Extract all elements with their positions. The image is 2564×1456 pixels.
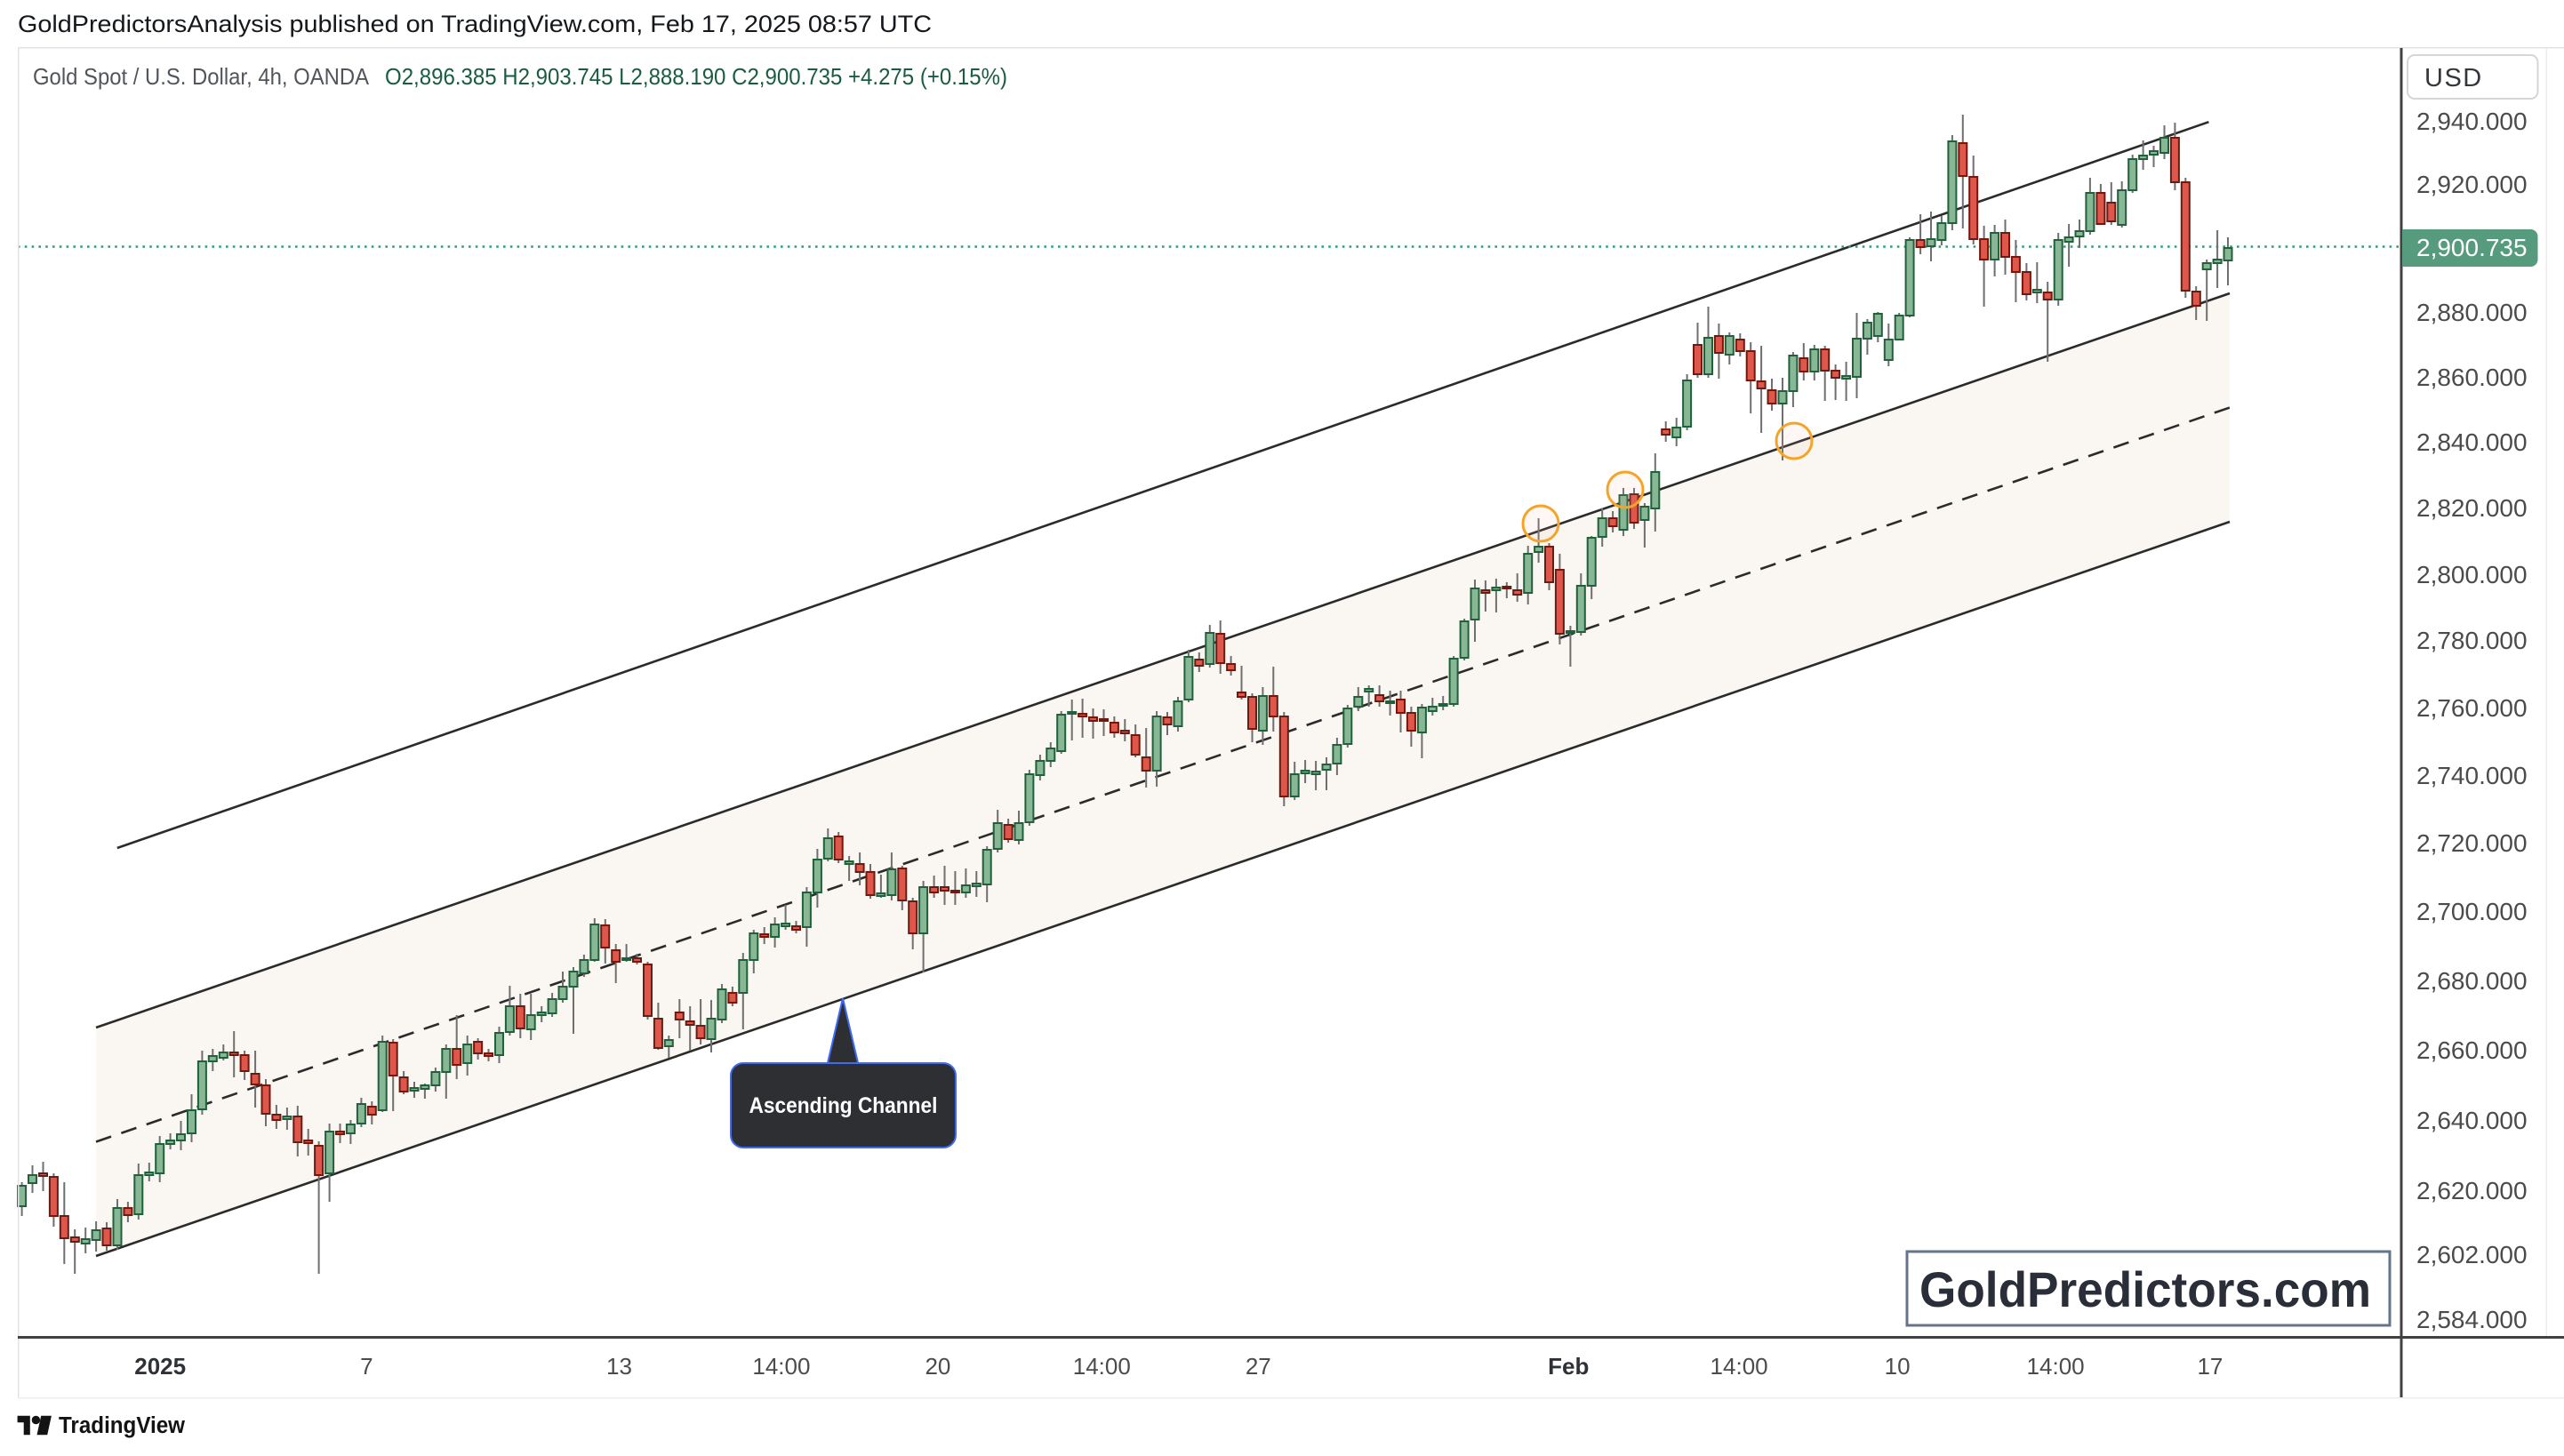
svg-text:14:00: 14:00 xyxy=(752,1353,810,1380)
svg-text:13: 13 xyxy=(606,1353,632,1380)
svg-text:Gold Spot / U.S. Dollar, 4h, O: Gold Spot / U.S. Dollar, 4h, OANDA xyxy=(33,63,370,90)
svg-text:GoldPredictors.com: GoldPredictors.com xyxy=(1919,1261,2371,1317)
svg-text:2,880.000: 2,880.000 xyxy=(2416,299,2528,326)
svg-text:2,940.000: 2,940.000 xyxy=(2416,108,2528,135)
svg-text:7: 7 xyxy=(360,1353,373,1380)
svg-text:14:00: 14:00 xyxy=(1711,1353,1768,1380)
svg-text:17: 17 xyxy=(2197,1353,2223,1380)
svg-text:2,820.000: 2,820.000 xyxy=(2416,494,2528,522)
svg-text:Ascending Channel: Ascending Channel xyxy=(749,1093,938,1118)
svg-text:20: 20 xyxy=(925,1353,950,1380)
svg-text:2,920.000: 2,920.000 xyxy=(2416,171,2528,198)
svg-text:2,900.735: 2,900.735 xyxy=(2416,234,2528,261)
svg-text:2,584.000: 2,584.000 xyxy=(2416,1306,2528,1333)
svg-text:2,740.000: 2,740.000 xyxy=(2416,762,2528,789)
svg-text:2,860.000: 2,860.000 xyxy=(2416,364,2528,391)
svg-text:O2,896.385 H2,903.745 L2,888: O2,896.385 H2,903.745 L2,888.190 C2,900.… xyxy=(385,63,1007,90)
svg-text:2,602.000: 2,602.000 xyxy=(2416,1241,2528,1268)
svg-text:14:00: 14:00 xyxy=(1073,1353,1131,1380)
svg-text:14:00: 14:00 xyxy=(2027,1353,2085,1380)
svg-text:2,620.000: 2,620.000 xyxy=(2416,1177,2528,1204)
svg-text:10: 10 xyxy=(1885,1353,1911,1380)
svg-text:2,640.000: 2,640.000 xyxy=(2416,1107,2528,1134)
svg-text:2,700.000: 2,700.000 xyxy=(2416,898,2528,925)
svg-text:2,800.000: 2,800.000 xyxy=(2416,561,2528,588)
svg-text:27: 27 xyxy=(1246,1353,1271,1380)
svg-text:TradingView: TradingView xyxy=(59,1413,185,1438)
svg-text:2,720.000: 2,720.000 xyxy=(2416,829,2528,857)
svg-text:2,780.000: 2,780.000 xyxy=(2416,627,2528,654)
svg-text:GoldPredictorsAnalysis publish: GoldPredictorsAnalysis published on Trad… xyxy=(18,11,932,37)
svg-text:2,840.000: 2,840.000 xyxy=(2416,428,2528,456)
svg-text:Feb: Feb xyxy=(1548,1353,1589,1380)
svg-text:2,680.000: 2,680.000 xyxy=(2416,967,2528,995)
svg-text:2,660.000: 2,660.000 xyxy=(2416,1036,2528,1064)
svg-text:2,760.000: 2,760.000 xyxy=(2416,694,2528,722)
svg-text:2025: 2025 xyxy=(134,1353,186,1380)
svg-text:USD: USD xyxy=(2424,64,2483,92)
